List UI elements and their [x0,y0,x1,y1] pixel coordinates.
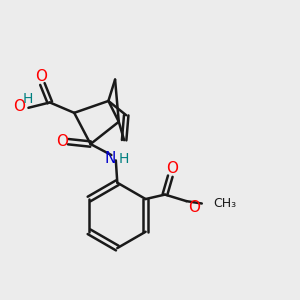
Text: O: O [166,161,178,176]
Text: H: H [119,152,129,166]
Text: O: O [14,99,26,114]
Text: CH₃: CH₃ [213,197,236,210]
Text: O: O [188,200,200,215]
Text: O: O [35,69,47,84]
Text: H: H [23,92,33,106]
Text: N: N [105,152,116,166]
Text: O: O [56,134,68,148]
